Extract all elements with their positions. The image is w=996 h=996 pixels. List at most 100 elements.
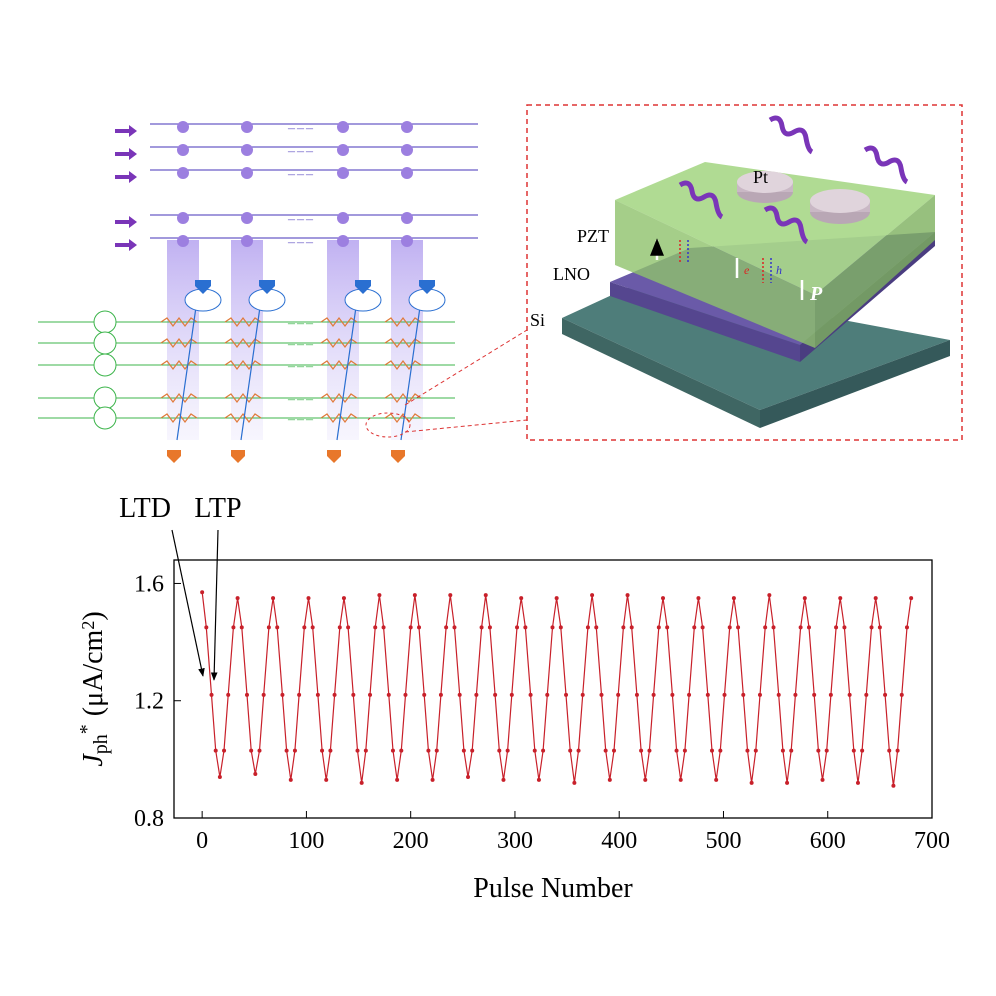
data-point	[710, 748, 715, 753]
data-point	[341, 596, 346, 601]
data-point	[466, 774, 471, 779]
data-point	[320, 748, 325, 753]
data-point	[554, 596, 559, 601]
memristor	[160, 360, 198, 370]
data-point	[883, 692, 888, 697]
data-point	[408, 625, 413, 630]
dash: –––	[287, 212, 315, 227]
dash: –––	[287, 337, 315, 352]
x-tick-label: 700	[914, 828, 950, 854]
data-point	[461, 748, 466, 753]
data-point	[771, 625, 776, 630]
data-point	[493, 692, 498, 697]
pulse-source	[93, 310, 117, 334]
emitter	[177, 167, 189, 179]
memristor	[320, 393, 358, 403]
data-point	[670, 692, 675, 697]
data-point	[222, 748, 227, 753]
array-diagram: ––– ––– ––– ––– ––– ––– ––– ––– ––– –––	[38, 121, 478, 463]
data-point	[324, 777, 329, 782]
data-point	[444, 625, 449, 630]
data-point	[741, 692, 746, 697]
data-point	[501, 777, 506, 782]
data-point	[523, 625, 528, 630]
data-point	[395, 777, 400, 782]
data-point	[235, 596, 240, 601]
memristor	[224, 413, 262, 423]
zoom-ellipse	[365, 412, 411, 438]
memristor	[160, 413, 198, 423]
column-line	[336, 299, 358, 441]
pulse-source	[93, 386, 117, 410]
data-point	[629, 625, 634, 630]
data-point	[665, 625, 670, 630]
data-point	[753, 748, 758, 753]
data-point	[643, 777, 648, 782]
data-point	[731, 596, 736, 601]
data-point	[594, 625, 599, 630]
data-point	[213, 748, 218, 753]
memristor	[320, 360, 358, 370]
data-point	[315, 692, 320, 697]
output-arrow	[327, 450, 341, 463]
data-point	[204, 625, 209, 630]
data-point	[757, 692, 762, 697]
data-point	[328, 748, 333, 753]
dash: –––	[287, 412, 315, 427]
data-point	[261, 692, 266, 697]
data-point	[611, 748, 616, 753]
data-point	[607, 777, 612, 782]
data-point	[346, 625, 351, 630]
dash: –––	[287, 167, 315, 182]
emitter	[401, 167, 413, 179]
data-point	[660, 596, 665, 601]
data-point	[647, 748, 652, 753]
data-point	[412, 593, 417, 598]
zoom-line	[404, 419, 528, 433]
memristor	[160, 393, 198, 403]
data-point	[497, 748, 502, 753]
data-point	[515, 625, 520, 630]
data-point	[474, 692, 479, 697]
pulse-source	[93, 331, 117, 355]
data-point	[767, 593, 772, 598]
data-point	[568, 748, 573, 753]
data-point	[226, 692, 231, 697]
data-point	[209, 692, 214, 697]
data-point	[266, 625, 271, 630]
data-point	[368, 692, 373, 697]
data-point	[639, 748, 644, 753]
data-point	[306, 596, 311, 601]
x-tick-label: 300	[497, 828, 533, 854]
data-point	[422, 692, 427, 697]
emitter	[337, 167, 349, 179]
data-point	[806, 625, 811, 630]
data-point	[585, 625, 590, 630]
pulse-source	[93, 353, 117, 377]
data-point	[838, 596, 843, 601]
emitter	[401, 144, 413, 156]
column-line	[176, 299, 198, 441]
data-point	[891, 783, 896, 788]
data-point	[780, 748, 785, 753]
data-point	[253, 772, 258, 777]
column-line	[240, 299, 262, 441]
data-point	[271, 596, 276, 601]
memristor	[224, 317, 262, 327]
data-point	[621, 625, 626, 630]
data-point	[536, 777, 541, 782]
annotation: LTD	[119, 493, 171, 524]
data-point	[377, 593, 382, 598]
glow	[327, 240, 359, 440]
data-point	[603, 748, 608, 753]
label-pzt: PZT	[577, 226, 609, 246]
sense-arrow	[355, 280, 371, 294]
memristor	[224, 393, 262, 403]
sense-arrow	[259, 280, 275, 294]
x-tick-label: 500	[705, 828, 741, 854]
data-point	[798, 625, 803, 630]
y-axis-label-part: 2	[78, 621, 98, 630]
data-point	[678, 777, 683, 782]
data-point	[457, 692, 462, 697]
